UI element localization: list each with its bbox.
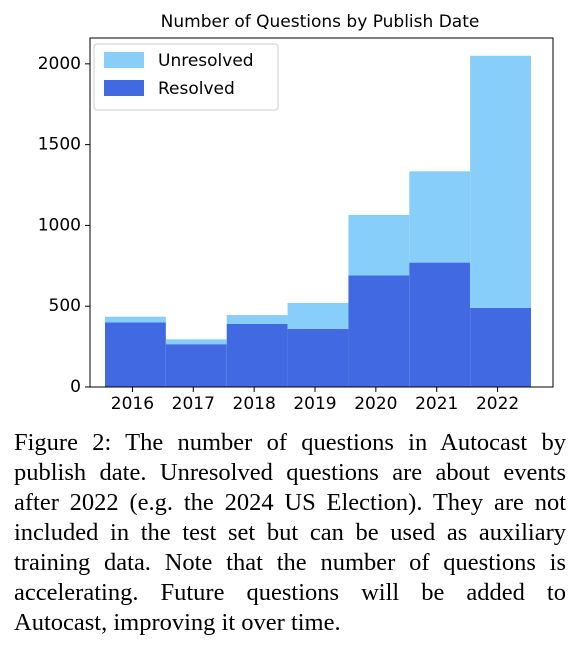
caption: Figure 2: The number of questions in Aut… <box>14 429 566 636</box>
legend-label: Resolved <box>158 79 235 99</box>
bar <box>287 328 349 387</box>
legend-swatch <box>104 80 144 96</box>
x-tick-label: 2016 <box>111 394 154 414</box>
bar <box>409 171 471 263</box>
bar <box>470 307 531 387</box>
x-tick-label: 2020 <box>354 394 397 414</box>
bar <box>105 316 166 323</box>
y-tick-label: 0 <box>70 377 81 397</box>
legend-label: Unresolved <box>158 51 254 71</box>
bar <box>226 323 288 387</box>
plot-frame <box>89 37 554 388</box>
y-tick-label: 500 <box>49 296 81 316</box>
bar <box>287 302 349 329</box>
bar <box>348 214 410 276</box>
y-tick-label: 2000 <box>38 54 81 74</box>
chart-title: Number of Questions by Publish Date <box>161 12 480 32</box>
bar <box>165 339 227 345</box>
x-tick-label: 2021 <box>415 394 458 414</box>
y-tick-label: 1500 <box>38 135 81 155</box>
bar <box>348 275 410 387</box>
bar <box>409 262 471 387</box>
bar <box>226 315 288 324</box>
bar <box>165 344 227 387</box>
x-tick-label: 2017 <box>172 394 215 414</box>
chart: Number of Questions by Publish Date 0 500… <box>38 12 554 414</box>
bar <box>105 322 166 387</box>
x-tick-label: 2018 <box>233 394 276 414</box>
x-tick-label: 2019 <box>293 394 336 414</box>
bar <box>470 55 531 308</box>
legend-swatch <box>104 52 144 68</box>
x-tick-label: 2022 <box>476 394 519 414</box>
y-tick-label: 1000 <box>38 215 81 235</box>
